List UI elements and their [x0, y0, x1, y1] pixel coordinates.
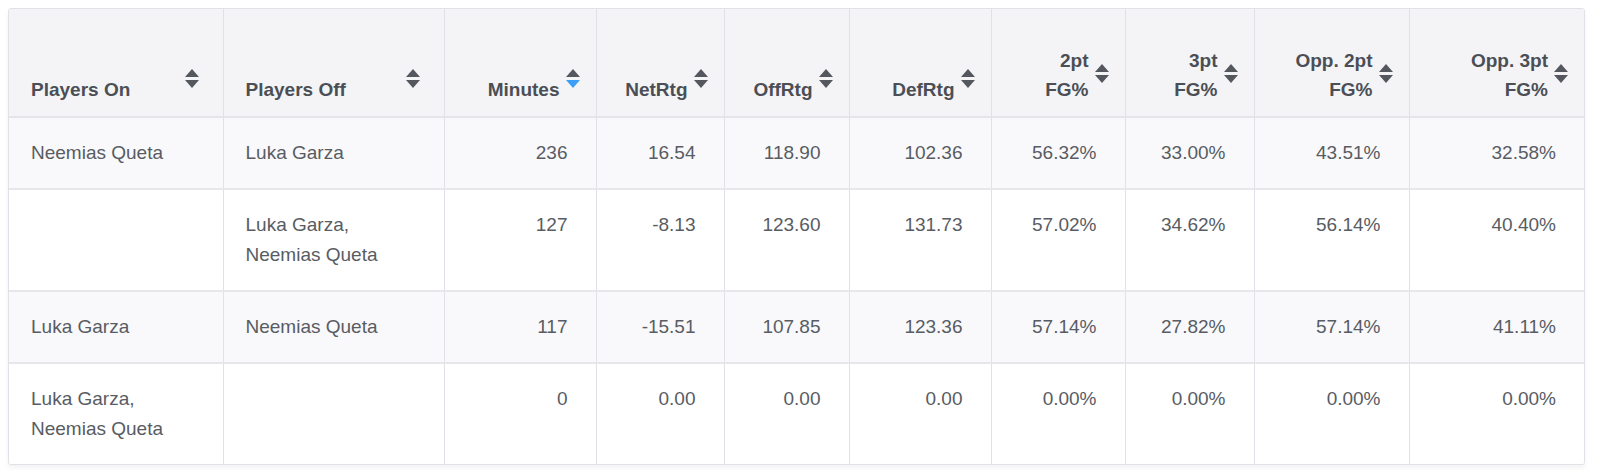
sort-icon[interactable] [185, 69, 199, 88]
sort-icon[interactable] [694, 69, 708, 88]
table-body: Neemias Queta Luka Garza 236 16.54 118.9… [9, 117, 1584, 464]
column-label: OffRtg [753, 75, 812, 104]
column-label: Opp. 2pt FG% [1295, 46, 1372, 104]
table-row: Luka Garza, Neemias Queta 0 0.00 0.00 0.… [9, 363, 1584, 464]
cell-netrtg: 16.54 [596, 117, 724, 189]
cell-netrtg: -8.13 [596, 189, 724, 291]
cell-opp-2pt-fg: 57.14% [1254, 291, 1409, 363]
cell-players-on: Luka Garza, Neemias Queta [9, 363, 223, 464]
cell-players-off: Luka Garza [223, 117, 444, 189]
table-row: Luka Garza Neemias Queta 117 -15.51 107.… [9, 291, 1584, 363]
header-row: Players On Players Off Minutes [9, 9, 1584, 117]
sort-icon[interactable] [819, 69, 833, 88]
cell-2pt-fg: 57.14% [991, 291, 1125, 363]
column-label: Players Off [246, 75, 346, 104]
sort-icon[interactable] [406, 69, 420, 88]
table-header: Players On Players Off Minutes [9, 9, 1584, 117]
cell-opp-2pt-fg: 43.51% [1254, 117, 1409, 189]
column-header-players-on[interactable]: Players On [9, 9, 223, 117]
sort-icon[interactable] [1095, 64, 1109, 83]
cell-2pt-fg: 56.32% [991, 117, 1125, 189]
sort-icon[interactable] [1379, 64, 1393, 83]
cell-defrtg: 102.36 [849, 117, 991, 189]
cell-offrtg: 107.85 [724, 291, 849, 363]
column-label: Opp. 3pt FG% [1471, 46, 1548, 104]
lineup-stats-table: Players On Players Off Minutes [8, 8, 1585, 465]
cell-2pt-fg: 0.00% [991, 363, 1125, 464]
sort-icon[interactable] [961, 69, 975, 88]
cell-3pt-fg: 27.82% [1125, 291, 1254, 363]
cell-defrtg: 123.36 [849, 291, 991, 363]
column-label: Minutes [488, 75, 560, 104]
column-label: DefRtg [892, 75, 954, 104]
column-header-minutes[interactable]: Minutes [444, 9, 596, 117]
sort-icon-active-desc[interactable] [566, 69, 580, 88]
cell-players-off [223, 363, 444, 464]
cell-3pt-fg: 34.62% [1125, 189, 1254, 291]
table-row: Luka Garza, Neemias Queta 127 -8.13 123.… [9, 189, 1584, 291]
cell-opp-3pt-fg: 40.40% [1409, 189, 1584, 291]
sort-icon[interactable] [1554, 64, 1568, 83]
cell-opp-3pt-fg: 32.58% [1409, 117, 1584, 189]
cell-offrtg: 118.90 [724, 117, 849, 189]
cell-opp-2pt-fg: 56.14% [1254, 189, 1409, 291]
cell-3pt-fg: 33.00% [1125, 117, 1254, 189]
table-row: Neemias Queta Luka Garza 236 16.54 118.9… [9, 117, 1584, 189]
cell-players-on: Neemias Queta [9, 117, 223, 189]
column-label: 3pt FG% [1174, 46, 1217, 104]
cell-netrtg: -15.51 [596, 291, 724, 363]
cell-opp-2pt-fg: 0.00% [1254, 363, 1409, 464]
cell-3pt-fg: 0.00% [1125, 363, 1254, 464]
cell-players-off: Neemias Queta [223, 291, 444, 363]
cell-players-on [9, 189, 223, 291]
cell-opp-3pt-fg: 0.00% [1409, 363, 1584, 464]
column-header-opp-2pt-fg[interactable]: Opp. 2pt FG% [1254, 9, 1409, 117]
cell-minutes: 0 [444, 363, 596, 464]
cell-players-off: Luka Garza, Neemias Queta [223, 189, 444, 291]
page: Players On Players Off Minutes [0, 0, 1620, 472]
cell-offrtg: 0.00 [724, 363, 849, 464]
column-header-netrtg[interactable]: NetRtg [596, 9, 724, 117]
cell-opp-3pt-fg: 41.11% [1409, 291, 1584, 363]
column-header-3pt-fg[interactable]: 3pt FG% [1125, 9, 1254, 117]
cell-minutes: 127 [444, 189, 596, 291]
column-label: 2pt FG% [1045, 46, 1088, 104]
cell-minutes: 117 [444, 291, 596, 363]
cell-defrtg: 0.00 [849, 363, 991, 464]
cell-2pt-fg: 57.02% [991, 189, 1125, 291]
column-label: Players On [31, 75, 130, 104]
column-header-offrtg[interactable]: OffRtg [724, 9, 849, 117]
cell-offrtg: 123.60 [724, 189, 849, 291]
cell-netrtg: 0.00 [596, 363, 724, 464]
column-header-opp-3pt-fg[interactable]: Opp. 3pt FG% [1409, 9, 1584, 117]
column-header-players-off[interactable]: Players Off [223, 9, 444, 117]
column-label: NetRtg [625, 75, 687, 104]
column-header-defrtg[interactable]: DefRtg [849, 9, 991, 117]
sort-icon[interactable] [1224, 64, 1238, 83]
stats-table: Players On Players Off Minutes [9, 9, 1584, 464]
cell-players-on: Luka Garza [9, 291, 223, 363]
column-header-2pt-fg[interactable]: 2pt FG% [991, 9, 1125, 117]
cell-minutes: 236 [444, 117, 596, 189]
cell-defrtg: 131.73 [849, 189, 991, 291]
